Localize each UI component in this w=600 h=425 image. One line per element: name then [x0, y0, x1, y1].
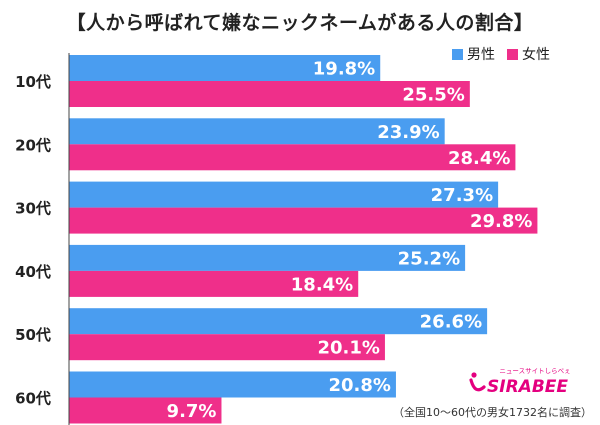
logo-mark-dot [471, 372, 477, 378]
bar-male-2 [69, 118, 445, 145]
bar-male-3 [69, 181, 499, 208]
legend-label-male: 男性 [467, 47, 495, 63]
data-label-male-6: 20.8% [328, 375, 390, 396]
data-label-male-5: 26.6% [420, 312, 482, 333]
bar-female-6 [69, 397, 222, 424]
bar-male-4 [69, 244, 466, 271]
category-label-6: 60代 [15, 390, 51, 408]
data-label-female-3: 29.8% [470, 211, 532, 232]
legend-item-male: 男性 [452, 44, 495, 64]
sirabee-logo: ニュースサイトしらべぇ SIRABEE [467, 365, 587, 395]
category-label-5: 50代 [15, 326, 51, 344]
data-label-female-5: 20.1% [317, 338, 379, 359]
legend: 男性 女性 [452, 44, 550, 64]
bar-female-4 [69, 270, 359, 297]
data-label-female-6: 9.7% [167, 401, 217, 422]
logo-tagline: ニュースサイトしらべぇ [499, 367, 570, 375]
category-label-2: 20代 [15, 136, 51, 154]
bar-female-2 [69, 144, 516, 171]
data-label-female-1: 25.5% [402, 85, 464, 106]
bar-female-1 [69, 81, 470, 107]
category-label-1: 10代 [15, 73, 51, 91]
legend-swatch-female [507, 48, 518, 60]
bar-male-1 [69, 55, 381, 81]
data-label-male-3: 27.3% [431, 185, 493, 206]
logo-wordmark: SIRABEE [487, 377, 568, 395]
chart-title: 【人から呼ばれて嫌なニックネームがある人の割合】 [66, 12, 534, 34]
bar-male-5 [69, 308, 488, 335]
legend-item-female: 女性 [507, 44, 550, 64]
bar-male-6 [69, 371, 396, 398]
legend-label-female: 女性 [522, 47, 550, 63]
bar-female-3 [69, 207, 538, 234]
data-label-female-2: 28.4% [448, 148, 510, 169]
legend-swatch-male [452, 48, 463, 60]
data-label-male-4: 25.2% [398, 248, 460, 269]
data-label-female-4: 18.4% [291, 274, 353, 295]
logo-mark-swoosh [469, 378, 486, 392]
footnote: （全国10〜60代の男女1732名に調査） [393, 406, 592, 419]
category-label-4: 40代 [15, 263, 51, 281]
data-label-male-1: 19.8% [313, 59, 375, 80]
category-label-3: 30代 [15, 200, 51, 218]
bar-female-5 [69, 334, 385, 361]
data-label-male-2: 23.9% [377, 122, 439, 143]
